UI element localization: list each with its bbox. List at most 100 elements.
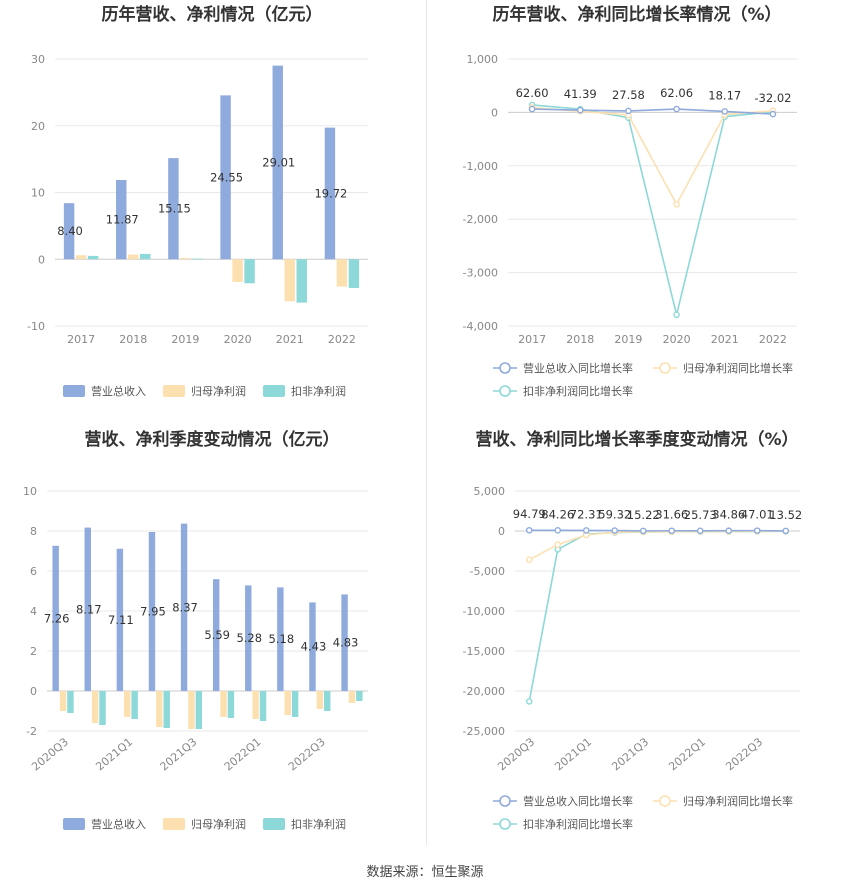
bar	[245, 585, 252, 691]
legend-marker	[499, 385, 511, 397]
y-tick-label: -5,000	[470, 565, 505, 578]
legend-marker	[499, 795, 511, 807]
data-point	[753, 527, 761, 534]
bar	[140, 253, 151, 260]
data-label: 62.60	[516, 86, 549, 100]
data-point	[673, 105, 680, 113]
quarterly-values-chart: 营收、净利季度变动情况（亿元） -2 0 2 4 6 8 10 2020Q3 2021Q1 2021…	[23, 429, 368, 831]
bar	[259, 691, 267, 721]
data-label: 11.87	[106, 213, 139, 227]
legend-label: 营业总收入同比增长率	[523, 361, 633, 375]
data-label: 7.95	[140, 605, 166, 619]
data-label: -32.02	[754, 91, 791, 105]
legend-swatch	[163, 818, 185, 830]
bar	[116, 548, 124, 691]
bar	[148, 532, 156, 691]
data-point	[576, 106, 584, 114]
data-label: 84.26	[541, 507, 574, 521]
data-label: 7.26	[44, 611, 70, 625]
bar	[116, 180, 127, 260]
bar	[212, 579, 220, 691]
y-tick-label: 6	[30, 565, 37, 578]
data-point	[525, 698, 533, 705]
series-line	[532, 108, 773, 115]
y-tick-label: -10,000	[463, 605, 505, 618]
data-label: 4.83	[333, 636, 359, 650]
data-point	[673, 200, 680, 208]
bar	[192, 258, 203, 260]
legend-label: 扣非净利润	[291, 817, 346, 831]
data-point	[668, 527, 676, 535]
data-label: 7.11	[108, 613, 134, 627]
bar	[180, 257, 191, 260]
data-label: 8.37	[172, 600, 198, 614]
x-tick-label: 2021Q1	[93, 735, 135, 773]
y-tick-label: 2	[30, 645, 37, 658]
bar	[220, 95, 231, 260]
legend-label: 扣非净利润同比增长率	[523, 817, 633, 831]
legend-swatch	[163, 385, 185, 397]
y-tick-label: 10	[23, 485, 37, 498]
data-point	[528, 105, 536, 113]
legend-swatch	[263, 818, 285, 830]
legend-label: 扣非净利润同比增长率	[523, 384, 633, 398]
bar	[244, 259, 255, 284]
legend-swatch	[263, 385, 285, 397]
data-label: 31.66	[655, 508, 688, 522]
bar	[284, 691, 291, 715]
y-tick-label: 0	[491, 106, 498, 119]
bar	[252, 691, 259, 719]
series-line	[529, 529, 786, 532]
data-label: 25.73	[684, 508, 717, 522]
bar	[67, 691, 74, 713]
series-line	[528, 530, 786, 561]
data-label: 15.22	[627, 508, 660, 522]
y-tick-label: -15,000	[463, 645, 505, 658]
vertical-divider	[426, 0, 427, 845]
data-label: 19.72	[314, 186, 347, 200]
x-tick-label: 2022Q3	[286, 735, 328, 773]
data-label: 24.55	[210, 170, 243, 184]
bar	[227, 691, 235, 718]
chart-title: 历年营收、净利情况（亿元）	[102, 4, 323, 25]
data-label: 5.18	[269, 632, 295, 646]
legend-marker	[499, 362, 511, 374]
data-label: 18.17	[708, 88, 741, 102]
bar	[195, 691, 203, 729]
legend-label: 归母净利润	[191, 817, 246, 831]
data-point	[625, 107, 632, 115]
annual-values-chart: 历年营收、净利情况（亿元） -10 0 10 20 30 2017 2018 2019 2020 2…	[27, 4, 368, 398]
y-tick-label: 4	[30, 605, 37, 618]
data-point	[696, 527, 704, 535]
y-tick-label: -1,000	[463, 160, 498, 173]
bar	[291, 691, 299, 717]
y-tick-label: 10	[31, 187, 45, 200]
bar	[316, 691, 324, 709]
data-point	[525, 526, 533, 534]
data-label: 8.17	[76, 602, 102, 616]
y-tick-label: 0	[498, 525, 505, 538]
data-label: 8.40	[57, 224, 83, 238]
bar	[91, 691, 99, 723]
bar	[324, 691, 331, 711]
series-line	[528, 530, 786, 702]
x-tick-label: 2021	[276, 333, 304, 346]
x-tick-label: 2019	[171, 333, 199, 346]
bar	[341, 594, 348, 691]
x-tick-label: 2021Q1	[552, 735, 594, 773]
legend-swatch	[63, 818, 85, 830]
data-label: 29.01	[262, 155, 295, 169]
bar	[272, 65, 283, 260]
bar	[87, 255, 99, 260]
bar	[232, 259, 243, 282]
bar	[59, 691, 67, 711]
x-tick-label: 2022	[759, 333, 787, 346]
data-point	[769, 110, 777, 118]
legend-label: 归母净利润	[191, 384, 246, 398]
x-tick-label: 2022Q1	[666, 735, 708, 773]
y-tick-label: 5,000	[474, 485, 506, 498]
data-point	[525, 556, 533, 564]
legend-label: 归母净利润同比增长率	[683, 794, 793, 808]
bar	[220, 691, 227, 717]
data-label: 59.32	[598, 508, 631, 522]
